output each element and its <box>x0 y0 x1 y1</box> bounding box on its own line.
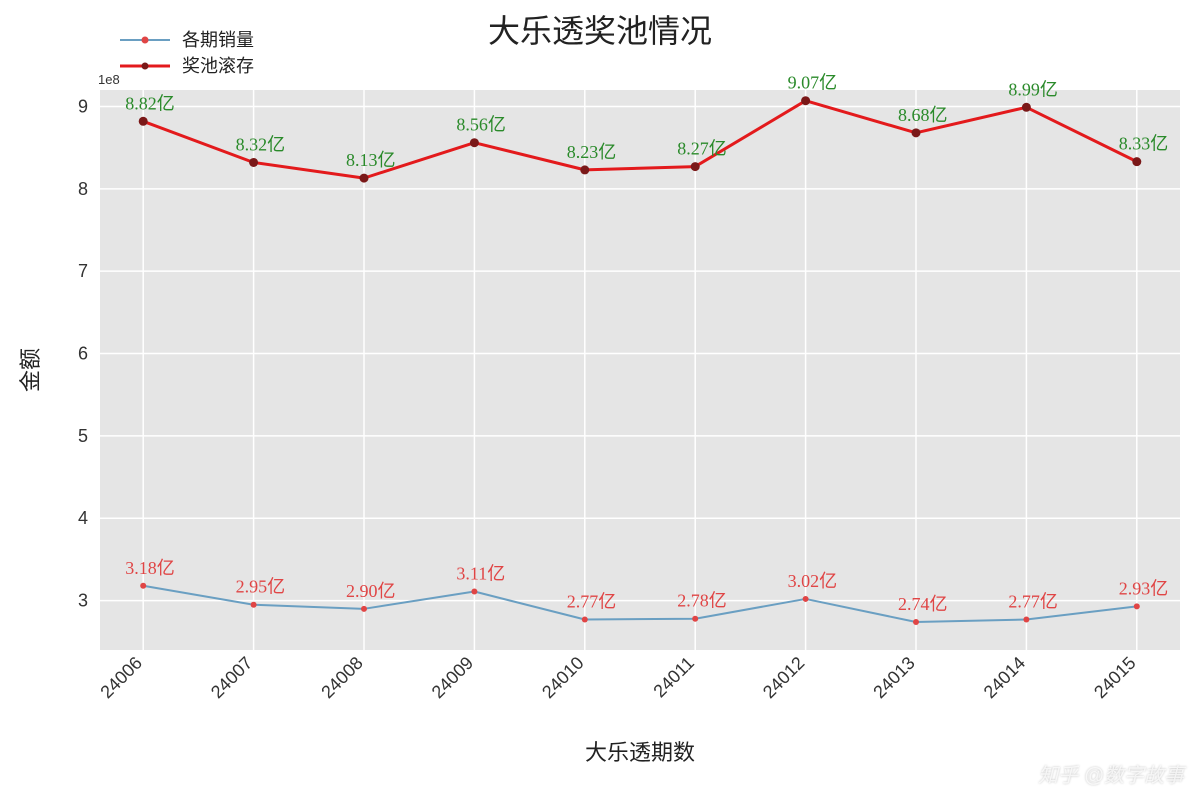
svg-text:3.18亿: 3.18亿 <box>125 558 175 578</box>
svg-text:大乐透奖池情况: 大乐透奖池情况 <box>488 13 712 49</box>
svg-text:4: 4 <box>78 508 88 528</box>
svg-text:24006: 24006 <box>96 653 146 703</box>
svg-text:6: 6 <box>78 344 88 364</box>
svg-text:大乐透期数: 大乐透期数 <box>585 740 695 765</box>
svg-text:8.82亿: 8.82亿 <box>125 93 175 113</box>
line-chart: 3 4 5 6 7 8 9 1e8 24006 24007 24008 24009 24010 24011… <box>0 0 1200 800</box>
svg-text:24010: 24010 <box>538 653 588 703</box>
svg-text:2.74亿: 2.74亿 <box>898 594 948 614</box>
svg-text:8: 8 <box>78 179 88 199</box>
svg-text:1e8: 1e8 <box>98 72 120 87</box>
svg-text:7: 7 <box>78 261 88 281</box>
svg-text:24012: 24012 <box>759 653 809 703</box>
svg-text:24014: 24014 <box>980 653 1030 703</box>
chart-container: 3 4 5 6 7 8 9 1e8 24006 24007 24008 24009 24010 24011… <box>0 0 1200 800</box>
svg-text:金额: 金额 <box>18 348 43 392</box>
svg-text:24013: 24013 <box>869 653 919 703</box>
svg-text:3.11亿: 3.11亿 <box>456 564 505 584</box>
svg-text:2.77亿: 2.77亿 <box>567 592 617 612</box>
svg-text:8.32亿: 8.32亿 <box>236 134 286 154</box>
svg-text:8.23亿: 8.23亿 <box>567 142 617 162</box>
svg-text:8.99亿: 8.99亿 <box>1008 79 1058 99</box>
svg-text:2.77亿: 2.77亿 <box>1008 592 1058 612</box>
svg-text:奖池滚存: 奖池滚存 <box>182 56 254 76</box>
svg-text:24007: 24007 <box>207 653 257 703</box>
svg-text:9: 9 <box>78 96 88 116</box>
svg-text:9.07亿: 9.07亿 <box>788 73 838 93</box>
svg-text:24011: 24011 <box>649 653 698 702</box>
svg-text:24015: 24015 <box>1090 653 1140 703</box>
svg-text:2.78亿: 2.78亿 <box>677 591 727 611</box>
svg-text:2.90亿: 2.90亿 <box>346 581 396 601</box>
svg-text:5: 5 <box>78 426 88 446</box>
svg-text:8.33亿: 8.33亿 <box>1119 134 1169 154</box>
svg-text:2.93亿: 2.93亿 <box>1119 578 1169 598</box>
svg-text:8.68亿: 8.68亿 <box>898 105 948 125</box>
svg-text:8.13亿: 8.13亿 <box>346 150 396 170</box>
svg-text:2.95亿: 2.95亿 <box>236 577 286 597</box>
svg-text:8.56亿: 8.56亿 <box>456 115 506 135</box>
svg-text:24008: 24008 <box>317 653 367 703</box>
svg-text:24009: 24009 <box>428 653 478 703</box>
svg-text:3: 3 <box>78 591 88 611</box>
svg-text:3.02亿: 3.02亿 <box>788 571 838 591</box>
svg-text:各期销量: 各期销量 <box>182 30 254 50</box>
svg-text:8.27亿: 8.27亿 <box>677 139 727 159</box>
